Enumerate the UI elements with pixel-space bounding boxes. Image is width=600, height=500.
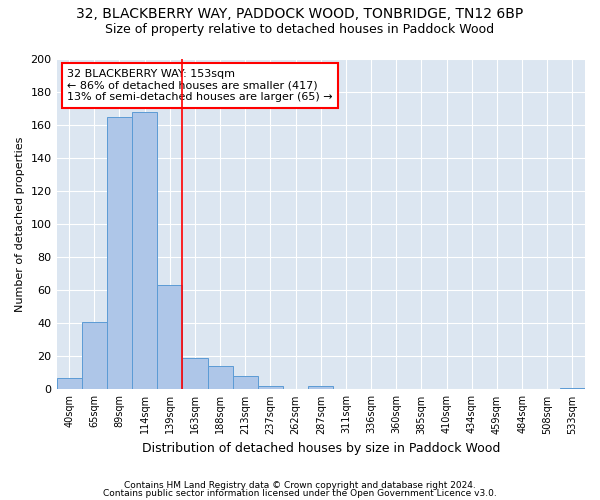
- X-axis label: Distribution of detached houses by size in Paddock Wood: Distribution of detached houses by size …: [142, 442, 500, 455]
- Bar: [157, 286, 182, 390]
- Bar: [56, 378, 82, 390]
- Bar: [560, 388, 585, 390]
- Text: Contains public sector information licensed under the Open Government Licence v3: Contains public sector information licen…: [103, 488, 497, 498]
- Bar: [258, 386, 283, 390]
- Text: 32 BLACKBERRY WAY: 153sqm
← 86% of detached houses are smaller (417)
13% of semi: 32 BLACKBERRY WAY: 153sqm ← 86% of detac…: [67, 69, 333, 102]
- Y-axis label: Number of detached properties: Number of detached properties: [15, 136, 25, 312]
- Text: Size of property relative to detached houses in Paddock Wood: Size of property relative to detached ho…: [106, 22, 494, 36]
- Bar: [182, 358, 208, 390]
- Bar: [308, 386, 334, 390]
- Text: 32, BLACKBERRY WAY, PADDOCK WOOD, TONBRIDGE, TN12 6BP: 32, BLACKBERRY WAY, PADDOCK WOOD, TONBRI…: [76, 8, 524, 22]
- Bar: [132, 112, 157, 390]
- Bar: [208, 366, 233, 390]
- Bar: [233, 376, 258, 390]
- Bar: [107, 117, 132, 390]
- Bar: [82, 322, 107, 390]
- Text: Contains HM Land Registry data © Crown copyright and database right 2024.: Contains HM Land Registry data © Crown c…: [124, 481, 476, 490]
